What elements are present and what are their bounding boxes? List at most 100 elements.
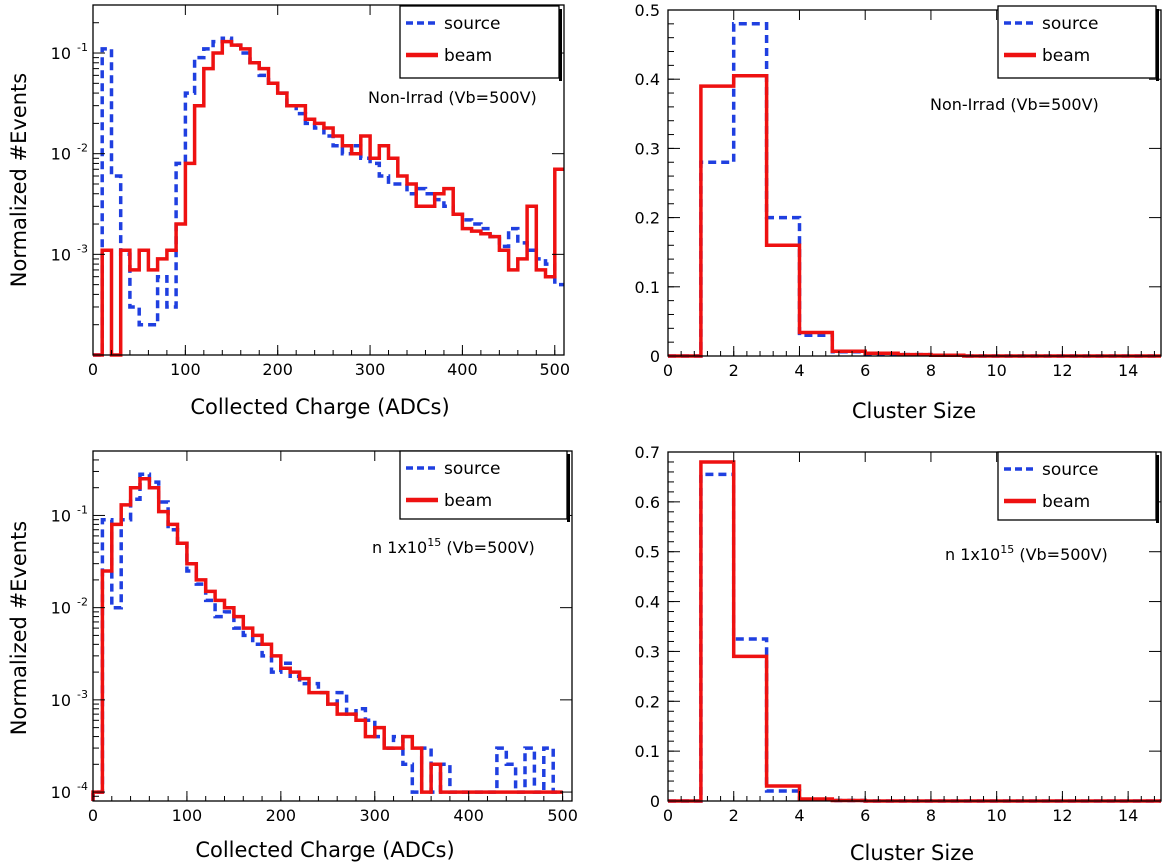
legend-shadow xyxy=(567,454,570,522)
series-source-line xyxy=(668,472,1161,803)
plot-frame xyxy=(667,451,1162,802)
x-tick-label: 0 xyxy=(663,806,673,825)
x-tick-label: 10 xyxy=(986,806,1006,825)
y-tick-exponent: -3 xyxy=(77,242,88,255)
x-tick-label: 500 xyxy=(539,360,570,379)
y-tick-label: 0 xyxy=(650,347,660,366)
panel-cluster-nonirrad: 0 2 4 6 8 10 12 14 0 0.1 0.2 0.3 0.4 0.5 Cluster Size N… xyxy=(635,1,1162,423)
y-tick-label: 0.3 xyxy=(635,642,660,661)
series-beam-line xyxy=(91,477,563,801)
y-tick-label: 10 xyxy=(51,245,71,264)
annotation: n 1x1015 (Vb=500V) xyxy=(372,536,535,557)
x-tick-label: 10 xyxy=(986,361,1006,380)
x-tick-label: 500 xyxy=(547,806,578,825)
series-source-line xyxy=(93,36,564,357)
series-beam-line xyxy=(668,73,1161,358)
x-tick-label: 0 xyxy=(88,360,98,379)
plot-frame xyxy=(92,4,565,356)
y-tick-exponent: -2 xyxy=(77,142,88,155)
y-tick-exponent: -1 xyxy=(77,503,88,516)
panel-cluster-n1e15: 0 2 4 6 8 10 12 14 0 0.1 0.2 0.3 0.4 0.5 0.6 0.7 Cluster… xyxy=(635,443,1162,865)
y-tick-label: 10 xyxy=(51,506,71,525)
legend-box xyxy=(399,450,568,520)
x-tick-label: 8 xyxy=(926,361,936,380)
y-tick-label: 0.5 xyxy=(635,543,660,562)
annotation-text: n 1x10 xyxy=(945,545,1000,564)
y-axis-label: Normalized #Events xyxy=(7,521,31,735)
annotation-exponent: 15 xyxy=(1000,543,1014,556)
y-tick-label: 0.4 xyxy=(635,70,660,89)
x-tick-label: 2 xyxy=(729,806,739,825)
legend: source beam xyxy=(997,451,1159,523)
y-tick-label: 0 xyxy=(650,792,660,811)
y-tick-label: 10 xyxy=(51,145,71,164)
x-tick-label: 14 xyxy=(1118,361,1138,380)
x-tick-label: 12 xyxy=(1052,361,1072,380)
annotation: Non-Irrad (Vb=500V) xyxy=(930,95,1099,114)
x-tick-label: 200 xyxy=(262,360,293,379)
x-tick-label: 12 xyxy=(1052,806,1072,825)
legend-box xyxy=(997,5,1157,79)
y-tick-exponent: -4 xyxy=(77,780,88,793)
x-axis-label: Cluster Size xyxy=(850,841,974,865)
x-tick-label: 0 xyxy=(663,361,673,380)
legend-box xyxy=(399,5,560,79)
y-tick-label: 10 xyxy=(51,44,71,63)
y-tick-exponent: -3 xyxy=(77,688,88,701)
y-tick-label: 0.5 xyxy=(635,1,660,20)
annotation-text: Non-Irrad (Vb=500V) xyxy=(930,95,1099,114)
legend: source beam xyxy=(399,5,562,81)
series-beam-line xyxy=(93,39,564,357)
legend-label-beam: beam xyxy=(1042,46,1090,66)
legend: source beam xyxy=(997,5,1159,81)
x-tick-label: 300 xyxy=(359,806,390,825)
x-tick-label: 6 xyxy=(860,361,870,380)
y-tick-label: 10 xyxy=(51,599,71,618)
y-tick-label: 0.2 xyxy=(635,209,660,228)
legend-label-source: source xyxy=(444,459,500,479)
panel-charge-nonirrad: 0 100 200 300 400 500 10 -1 10 -2 10 -3 Collected Ch… xyxy=(51,4,570,419)
legend-label-source: source xyxy=(1042,14,1098,34)
x-tick-label: 14 xyxy=(1118,806,1138,825)
annotation: n 1x1015 (Vb=500V) xyxy=(945,543,1108,564)
annotation-exponent: 15 xyxy=(427,536,441,549)
y-tick-label: 0.1 xyxy=(635,278,660,297)
legend-label-beam: beam xyxy=(444,491,492,511)
legend-shadow xyxy=(1156,9,1159,81)
y-tick-label: 0.6 xyxy=(635,493,660,512)
legend-shadow xyxy=(1156,455,1159,523)
x-tick-label: 0 xyxy=(88,806,98,825)
x-tick-label: 200 xyxy=(266,806,297,825)
x-tick-label: 400 xyxy=(447,360,478,379)
y-tick-label: 0.2 xyxy=(635,692,660,711)
y-tick-label: 0.4 xyxy=(635,593,660,612)
series-source-line xyxy=(91,472,563,801)
y-tick-exponent: -2 xyxy=(77,596,88,609)
x-tick-label: 100 xyxy=(170,360,201,379)
legend-label-source: source xyxy=(1042,460,1098,480)
legend-label-source: source xyxy=(444,14,500,34)
x-axis-label: Collected Charge (ADCs) xyxy=(190,395,449,419)
x-tick-label: 2 xyxy=(729,361,739,380)
plot-frame xyxy=(92,450,573,802)
x-tick-label: 400 xyxy=(453,806,484,825)
panel-charge-n1e15: 0 100 200 300 400 500 10 -1 10 -2 10 -3 10 -4 Collecte… xyxy=(51,450,578,862)
y-axis-label: Normalized #Events xyxy=(7,73,31,287)
y-tick-label: 0.1 xyxy=(635,742,660,761)
annotation-text: n 1x10 xyxy=(372,538,427,557)
x-tick-label: 8 xyxy=(926,806,936,825)
x-axis-label: Collected Charge (ADCs) xyxy=(195,838,454,862)
annotation: Non-Irrad (Vb=500V) xyxy=(368,88,537,107)
x-tick-label: 6 xyxy=(860,806,870,825)
y-tick-label: 10 xyxy=(51,783,71,802)
x-tick-label: 4 xyxy=(794,806,804,825)
legend-label-beam: beam xyxy=(444,46,492,66)
annotation-tail: (Vb=500V) xyxy=(441,538,535,557)
x-tick-label: 300 xyxy=(355,360,386,379)
legend-label-beam: beam xyxy=(1042,492,1090,512)
legend: source beam xyxy=(399,450,570,522)
y-tick-label: 10 xyxy=(51,691,71,710)
x-tick-label: 4 xyxy=(794,361,804,380)
annotation-tail: (Vb=500V) xyxy=(1014,545,1108,564)
